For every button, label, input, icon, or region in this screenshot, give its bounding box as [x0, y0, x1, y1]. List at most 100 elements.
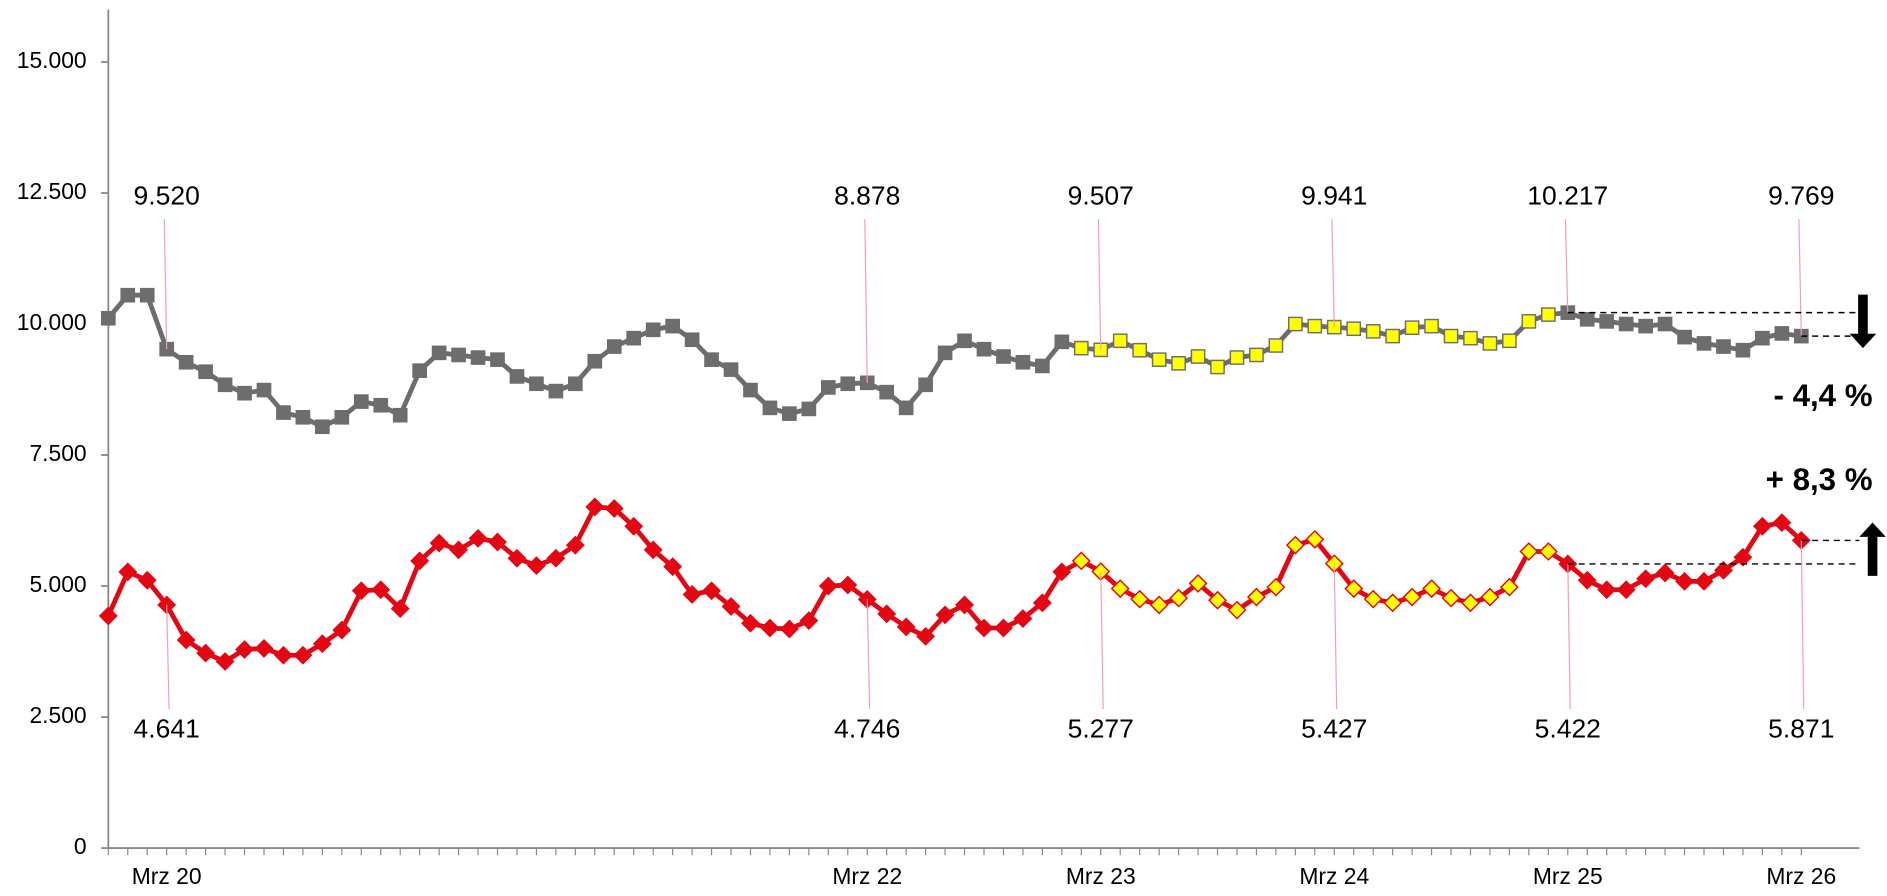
marker [1675, 571, 1694, 591]
marker [351, 581, 371, 601]
marker [1443, 328, 1459, 344]
marker [1579, 311, 1595, 327]
label-connector [166, 604, 170, 710]
marker [548, 383, 564, 399]
marker [256, 382, 272, 398]
marker [1013, 609, 1033, 628]
data-label: 9.941 [1301, 181, 1367, 211]
marker [137, 570, 157, 590]
marker [410, 551, 430, 571]
marker [237, 385, 252, 401]
marker [1538, 542, 1558, 561]
marker [332, 620, 352, 640]
change-arrow [1849, 294, 1877, 349]
marker [1285, 535, 1305, 555]
marker [818, 576, 838, 596]
marker [1441, 588, 1461, 608]
marker [779, 619, 799, 639]
marker [429, 533, 449, 553]
marker [760, 618, 780, 638]
marker [217, 377, 233, 393]
marker [1540, 307, 1556, 322]
series-line [106, 504, 1803, 664]
marker [1149, 595, 1169, 615]
marker [974, 618, 994, 638]
marker [565, 535, 585, 555]
marker [896, 617, 916, 637]
marker [935, 605, 955, 625]
marker [490, 352, 505, 367]
marker [994, 618, 1013, 638]
y-tick-label: 5.000 [29, 571, 86, 597]
marker [1344, 579, 1364, 599]
marker [879, 384, 895, 400]
marker [1365, 324, 1381, 339]
marker [1035, 358, 1050, 374]
marker [1694, 571, 1714, 591]
marker [312, 634, 332, 654]
marker [877, 604, 897, 624]
marker [1210, 359, 1225, 375]
y-tick-label: 2.500 [29, 702, 86, 728]
marker [1288, 316, 1303, 332]
marker [643, 540, 663, 560]
marker [741, 613, 760, 633]
y-tick-label: 15.000 [17, 47, 87, 73]
data-label: 5.871 [1768, 714, 1834, 744]
marker [390, 599, 410, 618]
marker [976, 341, 992, 357]
marker [1636, 569, 1656, 589]
x-tick-label: Mrz 22 [832, 863, 902, 889]
x-tick-label: Mrz 25 [1533, 863, 1603, 889]
marker [1052, 562, 1072, 582]
marker [1521, 314, 1537, 329]
marker [215, 652, 235, 671]
marker [1402, 587, 1422, 607]
marker [1385, 328, 1400, 344]
marker [1499, 577, 1519, 597]
marker [120, 287, 136, 303]
y-tick-label: 0 [74, 833, 87, 859]
marker [1268, 338, 1284, 353]
marker [1752, 516, 1772, 536]
marker [626, 330, 642, 346]
marker [799, 611, 819, 631]
y-tick-label: 12.500 [17, 178, 87, 204]
data-label: 4.746 [834, 714, 900, 744]
marker [1616, 580, 1636, 600]
change-annotation: - 4,4 % [1773, 378, 1872, 413]
marker [955, 595, 974, 615]
label-connector [1564, 219, 1569, 313]
x-tick-label: Mrz 20 [132, 863, 202, 889]
marker [645, 322, 661, 338]
marker [957, 333, 972, 349]
marker [587, 353, 603, 369]
marker [178, 354, 194, 370]
marker [762, 400, 778, 416]
data-label: 5.427 [1301, 714, 1367, 744]
marker [1422, 579, 1442, 599]
marker [684, 332, 700, 348]
marker [295, 409, 311, 425]
marker [353, 394, 369, 409]
x-tick-label: Mrz 23 [1066, 863, 1136, 889]
change-annotation: + 8,3 % [1766, 462, 1873, 497]
marker [468, 528, 488, 548]
data-label: 5.277 [1068, 714, 1134, 744]
label-connector [1100, 571, 1104, 710]
marker [470, 350, 486, 365]
marker [898, 400, 914, 416]
marker [1716, 339, 1731, 354]
marker [1383, 593, 1403, 613]
marker [1502, 333, 1517, 349]
marker [1482, 336, 1498, 351]
marker [529, 376, 544, 392]
label-connector [866, 599, 871, 710]
data-label: 9.520 [134, 181, 200, 211]
marker [1246, 587, 1266, 607]
marker [1774, 326, 1790, 341]
change-arrow [1859, 522, 1886, 576]
marker [1132, 342, 1148, 358]
marker [1404, 320, 1420, 335]
